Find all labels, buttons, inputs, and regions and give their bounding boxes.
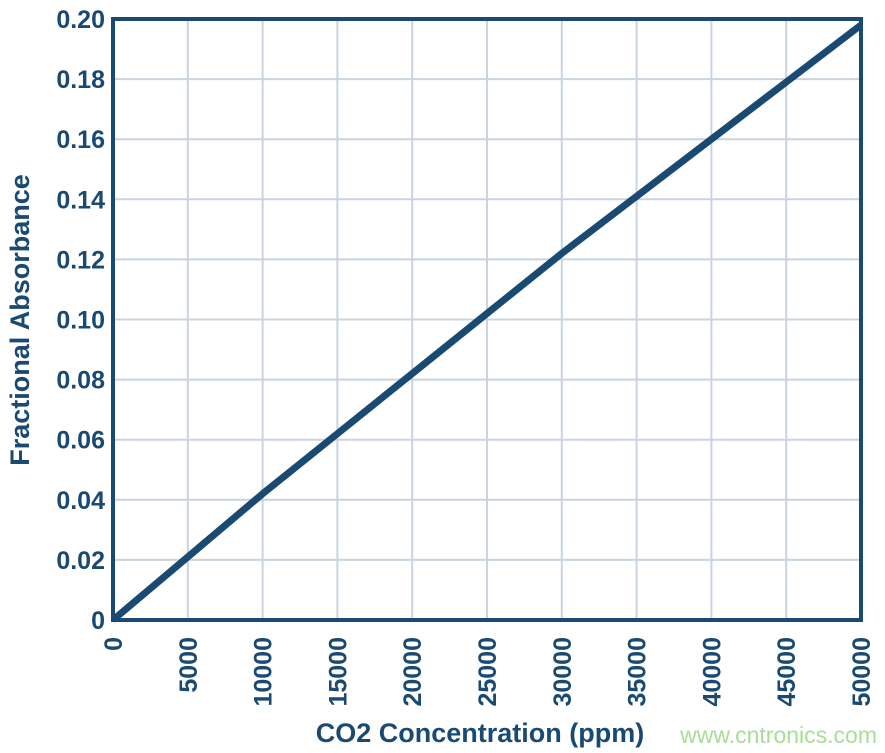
plot-frame [111,17,863,622]
y-tick-label: 0.14 [56,186,105,214]
x-tick-label: 5000 [175,637,203,693]
y-tick-label: 0.20 [56,6,105,34]
y-tick-labels: 0 0.02 0.04 0.06 0.08 0.10 0.12 0.14 0.16 0.18 0.2… [56,6,105,635]
x-tick-label: 0 [100,637,128,651]
y-tick-label: 0 [91,607,105,635]
x-tick-labels: 0 5000 10000 15000 20000 25000 30000 35000 40000… [100,637,876,707]
y-tick-label: 0.16 [56,126,105,154]
x-tick-label: 30000 [549,637,577,707]
y-tick-label: 0.02 [56,547,105,575]
y-tick-label: 0.06 [56,427,105,455]
gridlines [113,19,861,620]
x-tick-label: 25000 [474,637,502,707]
data-line [110,22,864,623]
x-tick-label: 15000 [324,637,352,707]
y-tick-label: 0.08 [56,367,105,395]
y-tick-label: 0.10 [56,307,105,335]
y-tick-label: 0.18 [56,66,105,94]
watermark: www.cntronics.com [679,722,877,748]
x-tick-label: 10000 [250,637,278,707]
y-axis-title: Fractional Absorbance [5,174,35,466]
x-tick-label: 45000 [773,637,801,707]
x-tick-label: 40000 [698,637,726,707]
y-tick-label: 0.04 [56,487,105,515]
x-axis-title: CO2 Concentration (ppm) [316,718,645,748]
data-line-group [110,22,864,623]
x-tick-label: 35000 [624,637,652,707]
y-tick-label: 0.12 [56,246,105,274]
x-tick-label: 20000 [399,637,427,707]
x-tick-label: 50000 [848,637,876,707]
